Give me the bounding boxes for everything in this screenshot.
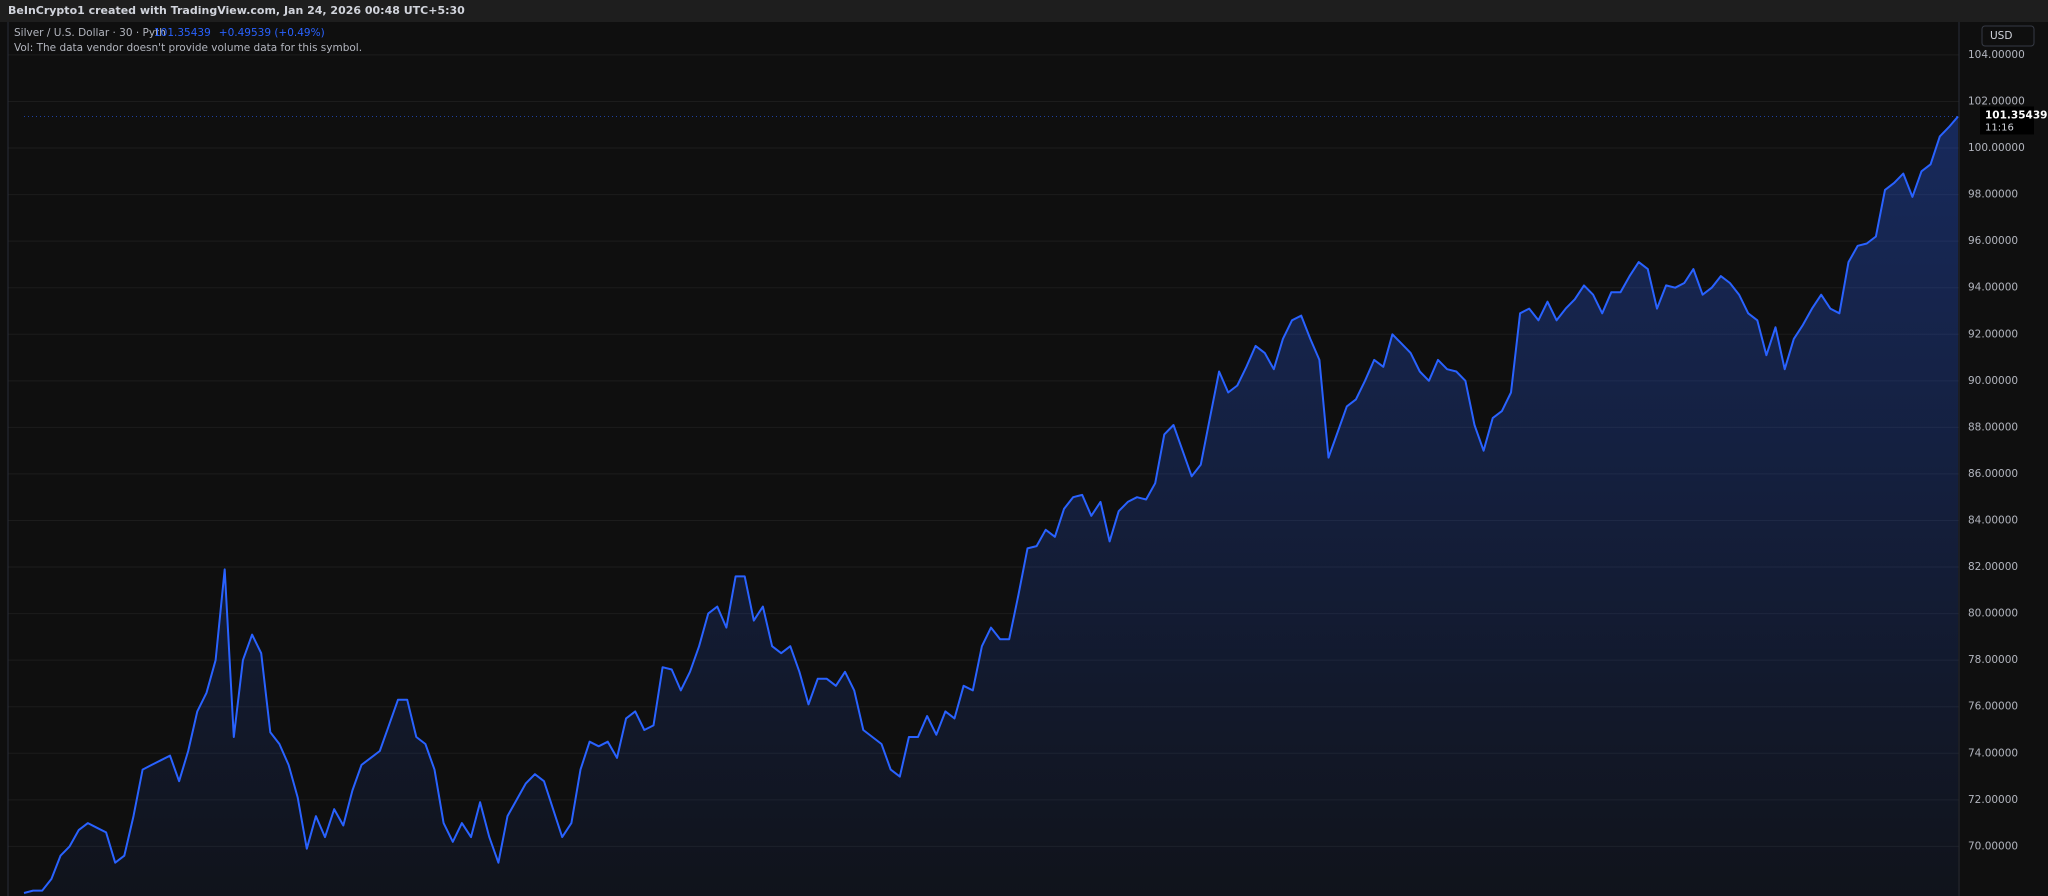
y-tick-label: 88.00000 [1968, 421, 2018, 433]
y-tick-label: 90.00000 [1968, 375, 2018, 387]
y-tick-label: 102.00000 [1968, 95, 2025, 107]
y-tick-label: 86.00000 [1968, 468, 2018, 480]
y-tick-label: 94.00000 [1968, 282, 2018, 294]
y-tick-label: 104.00000 [1968, 49, 2025, 61]
y-tick-label: 96.00000 [1968, 235, 2018, 247]
area-fill [24, 116, 1958, 896]
price-change: +0.49539 (+0.49%) [219, 27, 325, 39]
volume-note: Vol: The data vendor doesn't provide vol… [14, 42, 362, 54]
countdown-label: 11:16 [1985, 122, 2014, 133]
y-tick-label: 82.00000 [1968, 561, 2018, 573]
y-tick-label: 100.00000 [1968, 142, 2025, 154]
currency-button[interactable] [1981, 25, 2035, 47]
symbol-title: Silver / U.S. Dollar · 30 · Pyth [14, 27, 166, 39]
last-price-box [1980, 106, 2034, 135]
price-line [23, 115, 1959, 894]
last-price-axis-label: 101.35439 [1985, 109, 2047, 121]
currency-label[interactable]: USD [1990, 30, 2012, 42]
plot-area [8, 54, 1959, 896]
y-tick-label: 98.00000 [1968, 189, 2018, 201]
last-price: 101.35439 [154, 27, 211, 39]
y-tick-label: 76.00000 [1968, 701, 2018, 713]
y-tick-label: 72.00000 [1968, 794, 2018, 806]
y-tick-label: 80.00000 [1968, 608, 2018, 620]
y-tick-label: 92.00000 [1968, 328, 2018, 340]
y-tick-label: 74.00000 [1968, 747, 2018, 759]
y-tick-label: 78.00000 [1968, 654, 2018, 666]
header-text: BeInCrypto1 created with TradingView.com… [8, 4, 465, 17]
y-tick-label: 84.00000 [1968, 514, 2018, 526]
header-bar [0, 0, 2048, 22]
y-tick-label: 70.00000 [1968, 840, 2018, 852]
